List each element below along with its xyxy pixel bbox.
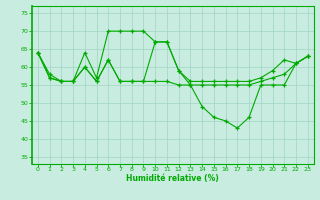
X-axis label: Humidité relative (%): Humidité relative (%) [126, 174, 219, 183]
